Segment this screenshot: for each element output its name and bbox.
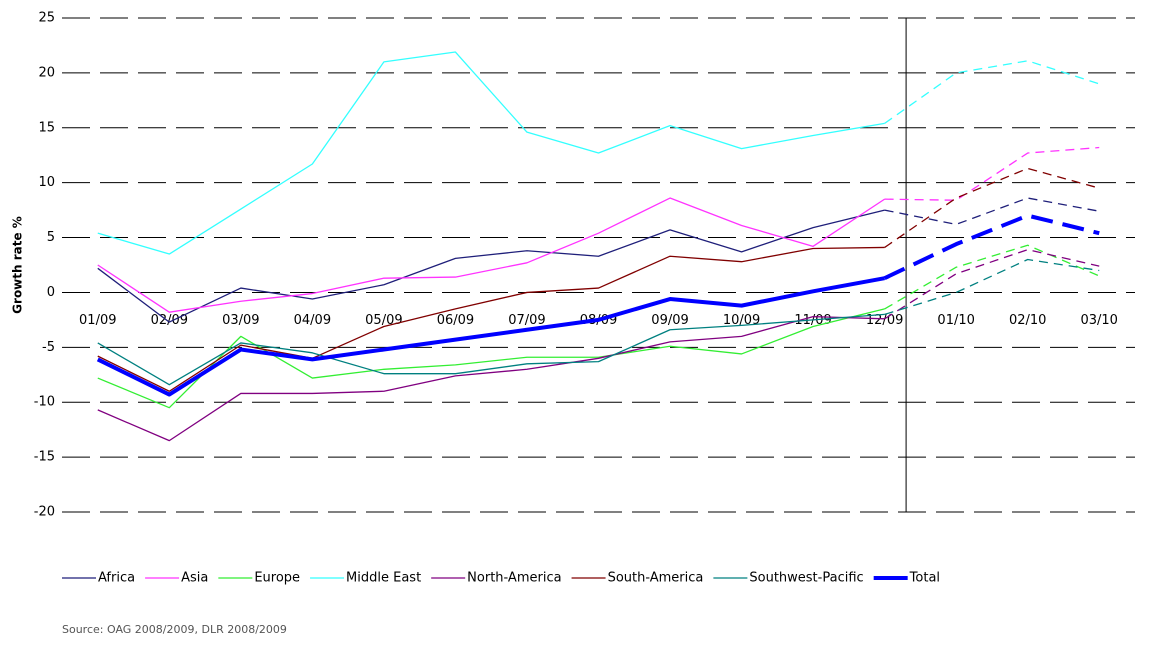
- y-tick-label: 10: [38, 175, 55, 190]
- x-tick-label: 03/10: [1080, 313, 1117, 328]
- source-note: Source: OAG 2008/2009, DLR 2008/2009: [62, 623, 287, 636]
- y-tick-label: 20: [38, 65, 55, 80]
- series-line: [97, 197, 885, 313]
- series-line: [884, 60, 1100, 124]
- series-line: [884, 167, 1100, 248]
- x-tick-label: 01/09: [79, 313, 116, 328]
- y-tick-label: -10: [34, 395, 55, 410]
- x-tick-label: 05/09: [365, 313, 402, 328]
- x-tick-label: 04/09: [294, 313, 331, 328]
- legend-label: Africa: [98, 571, 135, 586]
- y-tick-label: 25: [38, 11, 55, 26]
- y-axis-label: Growth rate %: [11, 216, 25, 314]
- x-tick-label: 09/09: [651, 313, 688, 328]
- x-tick-label: 01/10: [937, 313, 974, 328]
- legend-label: Total: [909, 571, 940, 586]
- x-tick-label: 06/09: [437, 313, 474, 328]
- series-line: [97, 51, 885, 255]
- series-line: [97, 315, 885, 442]
- series-line: [884, 258, 1100, 316]
- y-tick-label: -5: [42, 340, 55, 355]
- legend-label: Europe: [254, 571, 300, 586]
- series-line: [97, 313, 885, 386]
- legend-label: Asia: [181, 571, 208, 586]
- series-line: [883, 213, 1100, 280]
- series-line: [96, 276, 885, 397]
- series-line: [97, 209, 885, 323]
- series-line: [884, 244, 1100, 310]
- legend-label: Southwest-Pacific: [749, 571, 863, 586]
- y-tick-label: 5: [47, 230, 55, 245]
- series-line: [884, 197, 1100, 226]
- series-line: [884, 248, 1100, 320]
- y-tick-label: -20: [34, 505, 55, 520]
- series-line: [97, 246, 885, 392]
- x-tick-label: 12/09: [866, 313, 903, 328]
- x-tick-label: 02/10: [1009, 313, 1046, 328]
- legend-label: North-America: [467, 571, 561, 586]
- y-tick-label: -15: [34, 450, 55, 465]
- series-line: [884, 146, 1100, 201]
- legend-label: South-America: [608, 571, 704, 586]
- y-tick-label: 0: [47, 285, 55, 300]
- y-tick-label: 15: [38, 120, 55, 135]
- series-line: [97, 308, 885, 409]
- x-tick-label: 07/09: [508, 313, 545, 328]
- legend-label: Middle East: [346, 571, 421, 586]
- x-tick-label: 03/09: [222, 313, 259, 328]
- x-tick-label: 02/09: [151, 313, 188, 328]
